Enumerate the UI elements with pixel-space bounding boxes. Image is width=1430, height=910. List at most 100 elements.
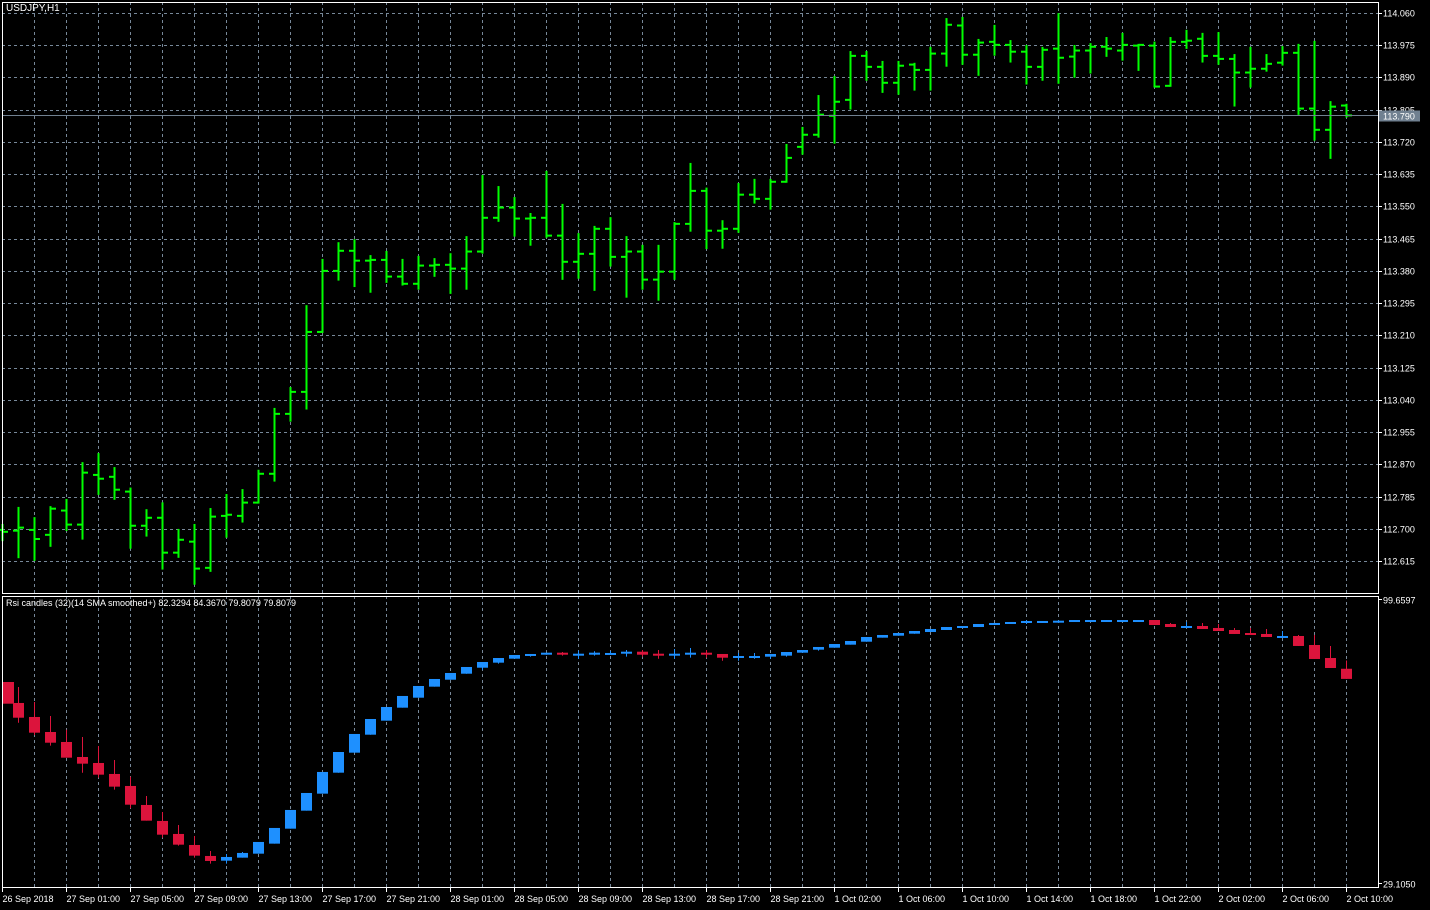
rsi-candle <box>1101 620 1112 623</box>
price-bar <box>573 233 584 279</box>
rsi-candle <box>461 666 472 674</box>
rsi-candle <box>253 841 264 854</box>
time-axis-label: 28 Sep 01:00 <box>451 894 505 904</box>
price-bar <box>349 239 360 288</box>
price-bar <box>173 528 184 558</box>
rsi-candle <box>29 702 40 735</box>
price-bar <box>925 46 936 91</box>
time-axis-label: 27 Sep 17:00 <box>323 894 377 904</box>
price-axis-label: 112.870 <box>1383 460 1415 470</box>
price-bar <box>93 453 104 495</box>
price-bar <box>253 469 264 504</box>
price-bar <box>1277 46 1288 66</box>
rsi-candle <box>989 622 1000 626</box>
price-bar <box>1133 43 1144 71</box>
rsi-candle-body <box>221 856 232 861</box>
rsi-candle <box>973 623 984 628</box>
rsi-candles <box>2 620 1352 864</box>
rsi-candle-body <box>493 658 504 663</box>
rsi-candle <box>1229 627 1240 634</box>
rsi-candle-body <box>93 762 104 775</box>
rsi-candle <box>173 824 184 846</box>
price-bar <box>413 255 424 290</box>
rsi-candle-body <box>1149 620 1160 626</box>
time-axis-label: 27 Sep 13:00 <box>259 894 313 904</box>
rsi-candle <box>1021 620 1032 624</box>
axes: 114.060113.975113.890113.805113.720113.6… <box>2 9 1420 904</box>
rsi-candle <box>957 626 968 629</box>
price-bar <box>637 244 648 290</box>
price-bar <box>733 183 744 233</box>
price-bar <box>701 187 712 250</box>
rsi-candle <box>413 685 424 698</box>
rsi-candle-body <box>653 653 664 656</box>
price-bar <box>0 523 8 542</box>
rsi-candle <box>861 636 872 642</box>
price-bar <box>1229 54 1240 107</box>
rsi-candle <box>669 648 680 659</box>
price-bar <box>829 76 840 144</box>
price-bar <box>845 51 856 110</box>
rsi-candle-body <box>157 820 168 835</box>
rsi-candle-body <box>765 653 776 657</box>
price-bar <box>797 126 808 155</box>
rsi-candle <box>1309 634 1320 659</box>
price-bar <box>1053 13 1064 84</box>
rsi-candle-body <box>877 634 888 638</box>
rsi-candle-body <box>925 628 936 633</box>
rsi-candle-body <box>701 652 712 655</box>
rsi-candle <box>429 678 440 687</box>
rsi-candle-body <box>749 655 760 658</box>
price-bar <box>1245 46 1256 88</box>
price-bar <box>685 162 696 232</box>
rsi-candle-body <box>109 773 120 787</box>
rsi-candle-body <box>1005 621 1016 624</box>
rsi-candle-body <box>797 649 808 653</box>
price-bar <box>221 494 232 538</box>
rsi-candle-body <box>525 653 536 656</box>
rsi-candle <box>317 771 328 794</box>
rsi-candle <box>1053 620 1064 623</box>
rsi-candle <box>77 736 88 773</box>
rsi-candle <box>1197 622 1208 629</box>
price-bar <box>557 203 568 280</box>
price-axis-label: 113.040 <box>1383 396 1415 406</box>
main-panel-border <box>2 2 1379 594</box>
rsi-candle <box>749 652 760 659</box>
price-bar <box>621 236 632 298</box>
price-bar <box>477 175 488 254</box>
rsi-candle-body <box>61 741 72 758</box>
rsi-candle <box>557 652 568 656</box>
rsi-candle <box>157 811 168 838</box>
price-bar <box>1165 37 1176 87</box>
rsi-candle-body <box>301 792 312 811</box>
rsi-candle-body <box>845 640 856 645</box>
rsi-candle <box>909 630 920 634</box>
rsi-candle-body <box>1229 629 1240 634</box>
price-bar <box>1181 29 1192 49</box>
rsi-candle-body <box>893 633 904 636</box>
rsi-candle-body <box>413 685 424 698</box>
rsi-candle <box>301 792 312 811</box>
rsi-candle <box>653 649 664 659</box>
time-axis-label: 28 Sep 13:00 <box>643 894 697 904</box>
rsi-candle <box>1277 630 1288 638</box>
price-bar <box>909 62 920 91</box>
price-bar <box>669 222 680 280</box>
time-axis-label: 2 Oct 06:00 <box>1283 894 1330 904</box>
rsi-candle <box>445 672 456 680</box>
rsi-candle-body <box>621 651 632 654</box>
price-bar <box>61 498 72 531</box>
price-bar <box>541 170 552 238</box>
time-axis-label: 27 Sep 01:00 <box>67 894 121 904</box>
rsi-candle <box>797 649 808 653</box>
price-bars <box>0 13 1378 585</box>
rsi-candle-body <box>1277 635 1288 638</box>
price-bar <box>509 197 520 237</box>
rsi-candle-body <box>141 804 152 821</box>
rsi-candle-body <box>1133 620 1144 623</box>
time-axis-label: 26 Sep 2018 <box>3 894 54 904</box>
price-bar <box>1293 43 1304 115</box>
rsi-candle <box>381 706 392 721</box>
